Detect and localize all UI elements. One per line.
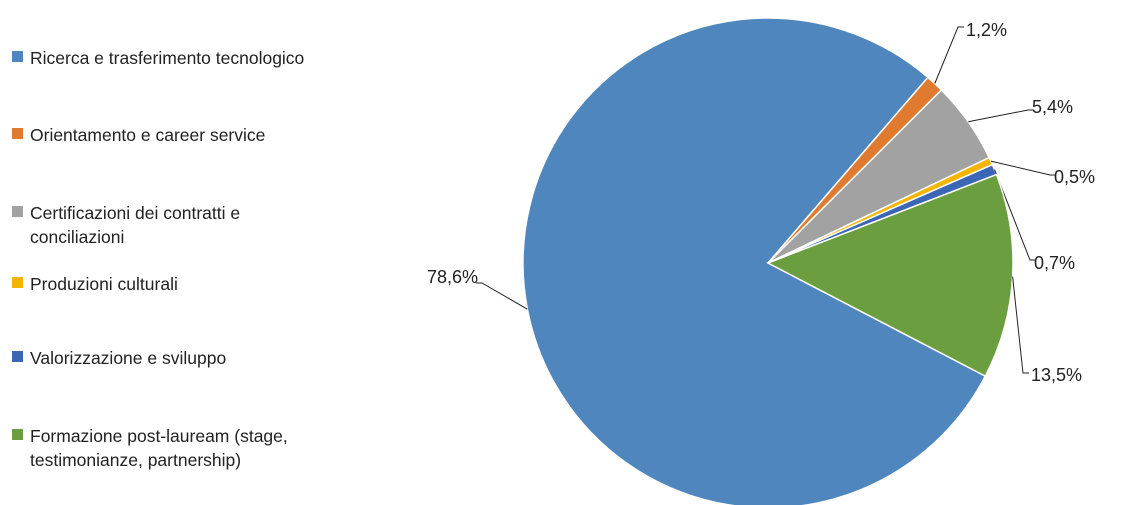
legend-item-formazione: Formazione post-lauream (stage, testimoni… [12,424,288,472]
legend-swatch-orientamento [12,128,23,139]
legend-label-orientamento: Orientamento e career service [30,125,266,145]
legend-swatch-certificazioni [12,206,23,217]
leader-line-formazione [1012,276,1029,374]
legend-label-ricerca: Ricerca e trasferimento tecnologico [30,48,305,68]
leader-line-orientamento [934,26,964,84]
legend-label-valorizzazione: Valorizzazione e sviluppo [30,348,227,368]
leader-line-produzioni [990,160,1056,176]
legend-swatch-valorizzazione [12,351,23,362]
pie-slice-ricerca [522,17,987,505]
legend-label-produzioni: Produzioni culturali [30,274,178,294]
legend-label-formazione: Formazione post-lauream (stage, testimoni… [30,426,288,470]
legend-item-ricerca: Ricerca e trasferimento tecnologico [12,46,304,70]
leader-line-ricerca [476,282,528,310]
data-label-formazione: 13,5% [1031,365,1082,385]
pie-slice-formazione [766,173,1014,378]
legend-item-certificazioni: Certificazioni dei contratti e conciliazi… [12,201,240,249]
legend-swatch-formazione [12,429,23,440]
legend-swatch-ricerca [12,51,23,62]
data-label-valorizzazione: 0,7% [1034,253,1075,273]
legend-item-produzioni: Produzioni culturali [12,272,178,296]
data-label-certificazioni: 5,4% [1032,97,1073,117]
leader-line-valorizzazione [994,169,1036,261]
legend-item-valorizzazione: Valorizzazione e sviluppo [12,346,226,370]
data-label-ricerca: 78,6% [427,267,478,287]
legend-label-certificazioni: Certificazioni dei contratti e conciliazi… [30,203,241,247]
legend-swatch-produzioni [12,277,23,288]
legend-item-orientamento: Orientamento e career service [12,123,265,147]
data-label-orientamento: 1,2% [966,20,1007,40]
leader-line-certificazioni [968,109,1034,123]
data-label-produzioni: 0,5% [1054,167,1095,187]
